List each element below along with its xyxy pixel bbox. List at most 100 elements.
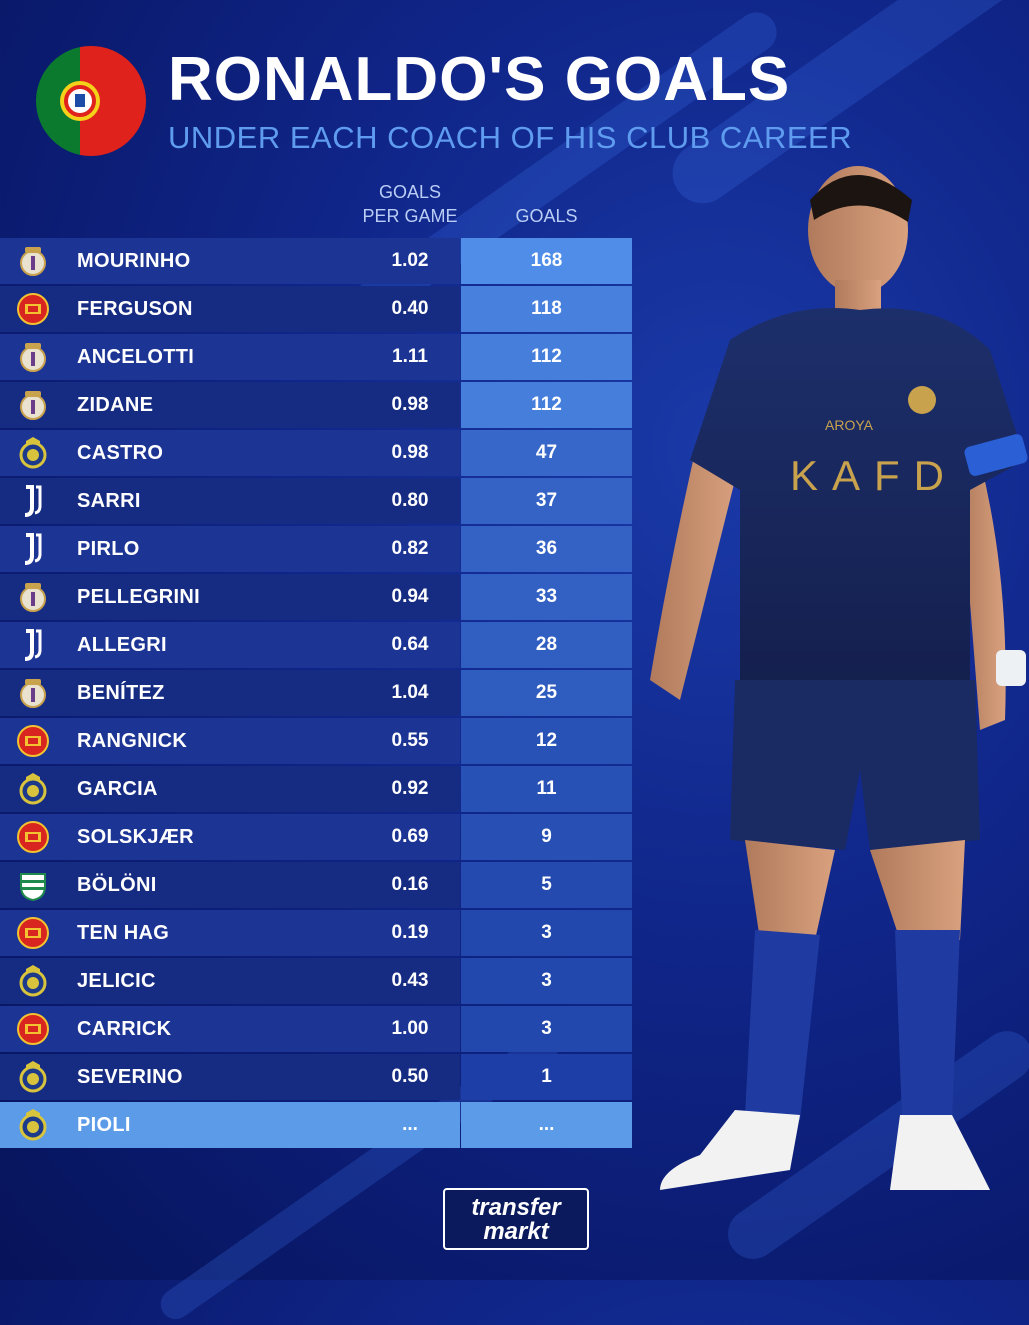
table-row: TEN HAG 0.19 3 xyxy=(0,910,632,956)
al-nassr-crest-icon xyxy=(16,1060,50,1094)
coach-cell: GARCIA 0.92 xyxy=(0,766,460,812)
coach-name: TEN HAG xyxy=(77,922,170,944)
goals-bar: 25 xyxy=(461,670,632,716)
coach-name: BÖLÖNI xyxy=(77,874,157,896)
goals-bar: 36 xyxy=(461,526,632,572)
juventus-crest-icon xyxy=(16,484,50,518)
table-row: ZIDANE 0.98 112 xyxy=(0,382,632,428)
chart-title: RONALDO'S GOALS xyxy=(168,45,791,114)
goals-value: 3 xyxy=(541,1018,552,1039)
goals-value: 25 xyxy=(535,682,558,703)
goals-value: 168 xyxy=(530,250,563,271)
coach-cell: PELLEGRINI 0.94 xyxy=(0,574,460,620)
coach-cell: PIOLI... xyxy=(0,1102,460,1148)
goals-per-game-value: 0.94 xyxy=(391,586,429,607)
coach-cell: MOURINHO 1.02 xyxy=(0,238,460,284)
coach-cell: FERGUSON 0.40 xyxy=(0,286,460,332)
goals-bar: 118 xyxy=(461,286,632,332)
al-nassr-crest-icon xyxy=(16,1108,50,1142)
column-header-text: GOALS PER GAME xyxy=(362,182,458,226)
coach-cell: JELICIC 0.43 xyxy=(0,958,460,1004)
table-row: GARCIA 0.92 11 xyxy=(0,766,632,812)
goals-bar: 5 xyxy=(461,862,632,908)
column-header-goals-per-game: GOALS PER GAME xyxy=(360,180,460,228)
sporting-crest-icon xyxy=(16,868,50,902)
goals-per-game-value: 0.55 xyxy=(391,730,429,751)
juventus-crest-icon xyxy=(16,532,50,566)
coach-cell: PIRLO 0.82 xyxy=(0,526,460,572)
goals-bar: 33 xyxy=(461,574,632,620)
coach-name: PELLEGRINI xyxy=(77,586,201,608)
goals-bar: 112 xyxy=(461,382,632,428)
goals-value: 1 xyxy=(541,1066,552,1087)
coach-cell: SARRI 0.80 xyxy=(0,478,460,524)
table-row: PIRLO 0.82 36 xyxy=(0,526,632,572)
goals-bar: 9 xyxy=(461,814,632,860)
table-row: JELICIC 0.43 3 xyxy=(0,958,632,1004)
svg-text:AROYA: AROYA xyxy=(825,417,874,433)
man-utd-crest-icon xyxy=(16,820,50,854)
coach-cell: SEVERINO 0.50 xyxy=(0,1054,460,1100)
goals-value: 11 xyxy=(536,778,557,799)
real-madrid-crest-icon xyxy=(16,388,50,422)
juventus-crest-icon xyxy=(16,628,50,662)
table-row: ANCELOTTI 1.11 112 xyxy=(0,334,632,380)
goals-per-game-value: 1.11 xyxy=(392,346,428,367)
goals-per-game-value: 0.80 xyxy=(391,490,429,511)
table-row: BENÍTEZ 1.04 25 xyxy=(0,670,632,716)
goals-value: 36 xyxy=(535,538,558,559)
coach-cell: CARRICK 1.00 xyxy=(0,1006,460,1052)
coach-cell: ALLEGRI 0.64 xyxy=(0,622,460,668)
table-row: CARRICK 1.00 3 xyxy=(0,1006,632,1052)
logo-line-1: transfer xyxy=(471,1194,561,1221)
goals-value: 9 xyxy=(541,826,552,847)
goals-bar: 37 xyxy=(461,478,632,524)
al-nassr-crest-icon xyxy=(16,772,50,806)
table-row: MOURINHO 1.02 168 xyxy=(0,238,632,284)
coach-cell: RANGNICK 0.55 xyxy=(0,718,460,764)
goals-bar: 112 xyxy=(461,334,632,380)
column-header-text: GOALS xyxy=(515,206,578,226)
goals-per-game-value: 1.00 xyxy=(391,1018,429,1039)
table-row: SARRI 0.80 37 xyxy=(0,478,632,524)
goals-value: 28 xyxy=(535,634,558,655)
man-utd-crest-icon xyxy=(16,1012,50,1046)
goals-bar: 3 xyxy=(461,1006,632,1052)
goals-value: 3 xyxy=(541,922,552,943)
goals-bar: 3 xyxy=(461,958,632,1004)
goals-per-game-value: 0.98 xyxy=(391,394,429,415)
coach-name: JELICIC xyxy=(77,970,156,992)
table-row: SEVERINO 0.50 1 xyxy=(0,1054,632,1100)
real-madrid-crest-icon xyxy=(16,580,50,614)
goals-per-game-value: 0.69 xyxy=(391,826,429,847)
goals-bar: 11 xyxy=(461,766,632,812)
table-row: FERGUSON 0.40 118 xyxy=(0,286,632,332)
goals-bar: 47 xyxy=(461,430,632,476)
coach-cell: BENÍTEZ 1.04 xyxy=(0,670,460,716)
coach-cell: ZIDANE 0.98 xyxy=(0,382,460,428)
goals-bar: 1 xyxy=(461,1054,632,1100)
goals-value: 33 xyxy=(535,586,558,607)
coach-name: PIRLO xyxy=(77,538,140,560)
goals-per-game-value: 0.92 xyxy=(391,778,429,799)
goals-bar: 168 xyxy=(461,238,632,284)
man-utd-crest-icon xyxy=(16,292,50,326)
chart-subtitle: UNDER EACH COACH OF HIS CLUB CAREER xyxy=(168,120,853,155)
coach-name: ALLEGRI xyxy=(77,634,167,656)
coach-name: PIOLI xyxy=(77,1114,131,1136)
goals-value: 47 xyxy=(535,442,558,463)
goals-per-game-value: 1.04 xyxy=(391,682,429,703)
goals-per-game-value: 0.16 xyxy=(391,874,429,895)
player-photo: KAFD AROYA xyxy=(640,160,1029,1220)
coach-name: CARRICK xyxy=(77,1018,172,1040)
real-madrid-crest-icon xyxy=(16,244,50,278)
goals-value: 37 xyxy=(535,490,558,511)
table-row: RANGNICK 0.55 12 xyxy=(0,718,632,764)
goals-value: 118 xyxy=(531,298,562,319)
al-nassr-crest-icon xyxy=(16,436,50,470)
coach-name: ZIDANE xyxy=(77,394,154,416)
goals-per-game-value: 0.43 xyxy=(391,970,429,991)
goals-per-game-value: 0.50 xyxy=(391,1066,429,1087)
goals-bar: 12 xyxy=(461,718,632,764)
man-utd-crest-icon xyxy=(16,916,50,950)
